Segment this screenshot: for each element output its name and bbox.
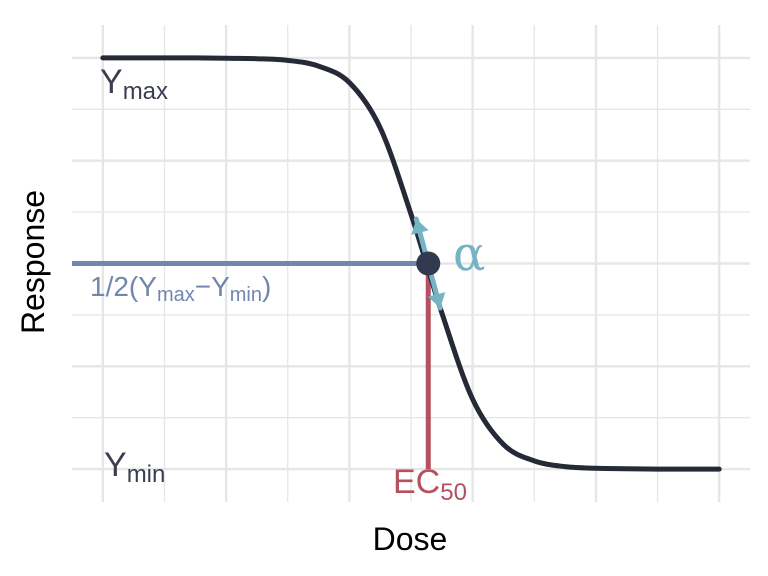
half-prefix: 1/2(Y (90, 271, 157, 302)
ec50-label: EC50 (393, 463, 467, 506)
half-sub-max: max (157, 284, 195, 306)
y-axis-title: Response (15, 190, 51, 334)
ymin-sub: min (127, 461, 166, 488)
ymax-label: Ymax (100, 63, 168, 105)
half-max-label: 1/2(Ymax−Ymin) (90, 271, 271, 306)
reference-lines (72, 261, 431, 470)
ec50-sub: 50 (440, 479, 467, 506)
half-mid: −Y (195, 271, 230, 302)
ymax-sub: max (123, 78, 168, 105)
ec50-main: EC (393, 463, 440, 501)
slope-arrow-up-head (411, 219, 429, 235)
x-axis-title: Dose (373, 521, 448, 557)
dose-response-curve (100, 55, 722, 472)
slope-arrow-down-head (427, 292, 446, 308)
half-suffix: ) (262, 271, 271, 302)
half-sub-min: min (230, 284, 262, 306)
ymin-main: Y (104, 446, 127, 484)
ec50-point (416, 251, 441, 276)
alpha-label: α (453, 226, 485, 282)
ymin-label: Ymin (104, 446, 165, 488)
ymax-main: Y (100, 63, 123, 101)
